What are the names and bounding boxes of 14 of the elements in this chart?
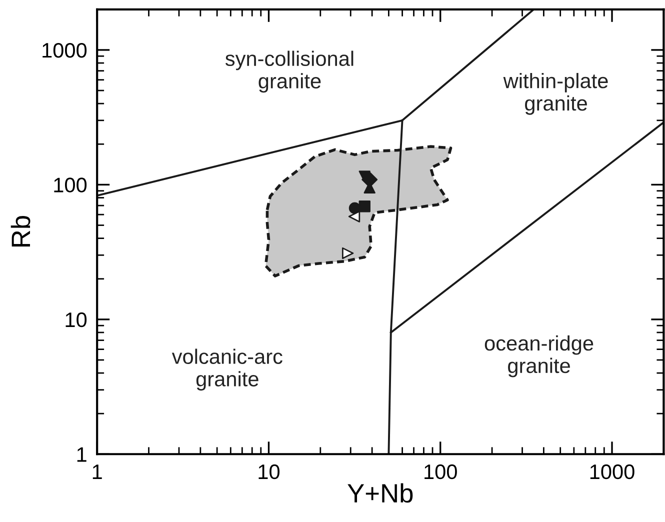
annotation: ocean-ridge granite	[484, 335, 594, 378]
y-tick-label: 1	[77, 447, 86, 462]
y-tick-label: 100	[54, 178, 87, 192]
annotation: syn-collisional granite	[225, 50, 354, 93]
y-tick-label: 10	[66, 312, 87, 328]
x-tick-label: 100	[424, 464, 457, 480]
x-tick-label: 10	[258, 464, 280, 480]
annotation: volcanic-arc granite	[172, 348, 282, 391]
y-axis-title: Rb	[10, 216, 30, 246]
x-axis-title: Y+Nb	[348, 483, 413, 503]
annotation: within-plate granite	[503, 72, 608, 115]
y-tick-label: 1000	[42, 42, 87, 58]
x-tick-label: 1000	[590, 464, 634, 480]
x-tick-label: 1	[92, 464, 102, 479]
